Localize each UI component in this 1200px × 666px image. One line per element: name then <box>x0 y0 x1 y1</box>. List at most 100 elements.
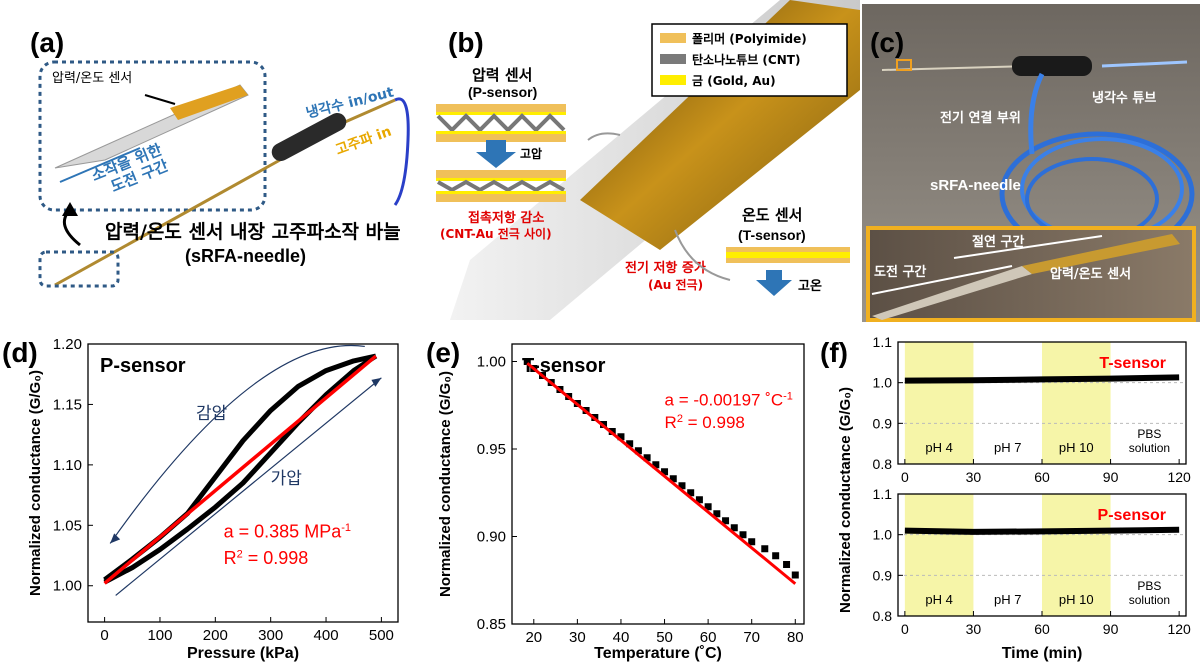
cooling-tube <box>393 97 410 206</box>
e-xtick-label: 30 <box>569 629 586 646</box>
e-ytick-label: 1.00 <box>477 354 506 371</box>
e-point <box>695 496 703 504</box>
p-arrow-label: 고압 <box>520 147 542 161</box>
needle-tail <box>344 98 396 124</box>
d-xtick-label: 0 <box>100 627 108 644</box>
f1-xtick-label: 120 <box>1167 621 1191 637</box>
d-annotation-increase: 가압 <box>271 469 303 488</box>
zoom-pointer-head <box>62 202 78 216</box>
legend-cnt: 탄소나노튜브 (CNT) <box>692 52 800 67</box>
e-point <box>523 358 531 365</box>
p-sensor-after <box>436 170 566 202</box>
e-xtick-label: 20 <box>525 629 542 646</box>
tip-box <box>38 250 120 288</box>
t-arrow-label: 고온 <box>798 279 822 294</box>
e-point <box>634 447 642 455</box>
panel-a-figure: (a) 압력/온도 센서 소작을 위한 도전 구간 냉각수 in/out 고주파… <box>30 27 410 288</box>
chart-d: (d) 0 100 200 300 400 500 1.00 1.05 1.10 1.15 1.20… <box>2 336 399 662</box>
chart-e: (e) 20 30 40 50 60 70 80 0.85 0.90 0.95 1.00 T-sens… <box>426 337 805 662</box>
d-decrease-arrow <box>109 344 365 544</box>
f1-ytick-label: 0.8 <box>873 608 893 624</box>
d-increase-arrowhead <box>371 377 382 387</box>
legend-swatch-gold <box>660 75 686 85</box>
f1-xtick-label: 60 <box>1034 621 1050 637</box>
e-xtick-label: 50 <box>656 629 673 646</box>
inset-sensor-strip <box>1022 234 1180 274</box>
f1-band-label-pbs: PBS <box>1137 579 1161 593</box>
main-needle <box>54 158 281 287</box>
e-title: T-sensor <box>522 355 606 377</box>
d-fit-text-1: a = 0.385 MPa-1 <box>224 521 351 541</box>
p-link-arrow <box>587 132 621 141</box>
photo-sensor-mark <box>896 59 912 71</box>
e-point <box>761 545 769 553</box>
d-fit-text-2: R2 = 0.998 <box>224 548 309 568</box>
f1-xtick-label: 0 <box>901 621 909 637</box>
f0-band <box>904 342 974 464</box>
d-ytick-label: 1.10 <box>53 457 82 474</box>
f1-band-label-ph4: pH 4 <box>925 592 952 607</box>
e-ytick-label: 0.90 <box>477 529 506 546</box>
e-point <box>713 510 721 518</box>
f0-band-label-ph4: pH 4 <box>925 440 952 455</box>
panel-d: (d) 0 100 200 300 400 500 1.00 1.05 1.10 1.15 1.20… <box>0 332 420 666</box>
panel-a-label: (a) <box>30 27 64 58</box>
t-title-1: 온도 센서 <box>742 206 802 224</box>
panel-c: 전기 연결 부위 냉각수 튜브 sRFA-needle (c) 절연 구간 도전… <box>862 4 1200 322</box>
f0-xtick-label: 60 <box>1034 469 1050 485</box>
t-result-2: (Au 전극) <box>648 277 703 292</box>
f1-band-label-ph10: pH 10 <box>1059 592 1094 607</box>
needle-title-1: 압력/온도 센서 내장 고주파소작 바늘 <box>105 221 401 243</box>
e-fit-text-2: R2 = 0.998 <box>665 413 745 432</box>
panel-f: (f) Normalized conductance (G/G₀) 0 30 60 9… <box>820 332 1200 666</box>
legend-swatch-cnt <box>660 54 686 64</box>
t-title-2: (T-sensor) <box>738 227 806 243</box>
cooling-label: 냉각수 in/out <box>304 83 395 121</box>
e-frame <box>511 343 805 625</box>
zoom-box <box>38 60 267 212</box>
panel-a: (a) 압력/온도 센서 소작을 위한 도전 구간 냉각수 in/out 고주파… <box>0 0 430 320</box>
p-sensor-before <box>436 104 566 142</box>
zoom-sensor-strip <box>170 85 248 120</box>
d-title: P-sensor <box>100 355 186 377</box>
e-point <box>617 433 625 441</box>
sensor-label: 압력/온도 센서 <box>52 71 132 86</box>
e-ytick-label: 0.85 <box>477 616 506 633</box>
panel-b: (b) 폴리머 (Polyimide) 탄소나노튜브 (CNT) 금 (Gold… <box>430 0 860 320</box>
d-frame <box>87 343 399 623</box>
f0-band-label-ph7: pH 7 <box>994 440 1021 455</box>
needle-title-2: (sRFA-needle) <box>185 246 306 266</box>
tube-label: 냉각수 튜브 <box>1092 91 1156 106</box>
t-gold <box>726 252 850 258</box>
insul-label: 절연 구간 <box>972 234 1024 250</box>
f1-band-label-ph7: pH 7 <box>994 592 1021 607</box>
p-result-1: 접촉저항 감소 <box>468 210 544 226</box>
f0-ytick-label: 0.9 <box>873 415 893 431</box>
legend-polymer: 폴리머 (Polyimide) <box>692 31 807 46</box>
f0-band-label-pbs: PBS <box>1137 427 1161 441</box>
d-xtick-label: 100 <box>147 627 172 644</box>
d-xtick-label: 400 <box>314 627 339 644</box>
f1-ytick-label: 1.1 <box>873 486 893 502</box>
e-point <box>748 538 756 546</box>
panel-b-figure: (b) 폴리머 (Polyimide) 탄소나노튜브 (CNT) 금 (Gold… <box>436 0 860 320</box>
f0-ytick-label: 1.1 <box>873 334 893 350</box>
f-ylabel: Normalized conductance (G/G₀) <box>837 387 854 613</box>
needle-handle <box>271 112 347 162</box>
e-point <box>791 571 799 579</box>
elec-label: 전기 연결 부위 <box>940 110 1021 126</box>
conduct-arrow <box>59 147 141 183</box>
e-point <box>643 454 651 462</box>
f0-ytick-label: 1.0 <box>873 375 893 391</box>
d-ytick-label: 1.00 <box>53 578 82 595</box>
panel-e: (e) 20 30 40 50 60 70 80 0.85 0.90 0.95 1.00 T-sens… <box>420 332 820 666</box>
t-link-arrow <box>674 229 731 281</box>
e-xtick-label: 40 <box>613 629 630 646</box>
e-ylabel: Normalized conductance (G/G₀) <box>437 371 454 597</box>
d-ytick-label: 1.05 <box>53 517 82 534</box>
d-increase-arrow <box>115 377 382 596</box>
f0-xtick-label: 120 <box>1167 469 1191 485</box>
f1-ytick-label: 0.9 <box>873 567 893 583</box>
e-xlabel: Temperature (˚C) <box>594 645 722 662</box>
inset-needle <box>872 266 1032 320</box>
